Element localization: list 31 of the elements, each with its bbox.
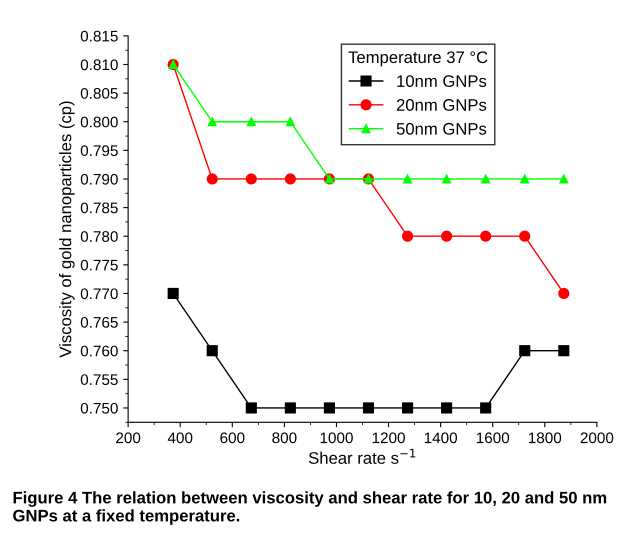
x-axis-title: Shear rate s$^{−1}$ [308,448,416,464]
y-tick-label: 0.805 [80,88,118,99]
y-tick-label: 0.790 [80,174,118,185]
y-tick-label: 0.775 [80,260,118,271]
y-tick-label: 0.760 [80,346,118,356]
x-tick-label: 1600 [476,432,510,444]
caption: Figure 4 The relation between viscosity and shear rate for 10, 20 and 50 nm GNPs at a fixed temperature. [13,491,606,525]
y-axis-title: Viscosity of gold nanoparticles (cp) [59,101,75,358]
legend-label: 10nm GNPs [397,75,486,87]
y-tick-label: 0.755 [80,374,118,386]
y-tick-label: 0.770 [80,288,118,300]
legend-title: Temperature 37 °C [348,51,488,66]
y-tick-label: 0.780 [80,231,118,242]
x-tick-label: 2000 [580,432,614,444]
y-tick-label: 0.795 [80,145,118,156]
legend-label: 50nm GNPs [396,122,486,135]
y-tick-label: 0.750 [80,402,118,414]
y-tick-label: 0.810 [80,59,118,70]
x-tick-label: 600 [220,432,244,444]
legend-label: 20nm GNPs [396,99,486,111]
x-tick-label: 400 [168,432,192,444]
y-tick-label: 0.800 [80,116,118,128]
x-tick-label: 1200 [372,432,405,444]
x-tick-label: 200 [116,432,140,444]
y-tick-label: 0.765 [80,316,118,328]
x-tick-label: 1800 [528,432,562,444]
y-tick-label: 0.785 [80,202,118,214]
x-tick-label: 1400 [424,432,458,444]
x-tick-label: 800 [272,432,297,444]
y-tick-label: 0.815 [80,30,118,42]
x-tick-label: 1000 [320,432,353,444]
